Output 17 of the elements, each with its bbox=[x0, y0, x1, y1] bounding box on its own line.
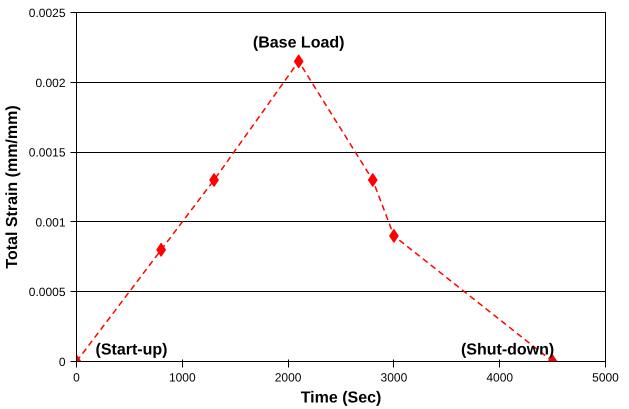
annotation: (Shut-down) bbox=[460, 342, 554, 358]
y-axis-title: Total Strain (mm/mm) bbox=[4, 105, 21, 269]
y-tick-label: 0.001 bbox=[35, 215, 66, 230]
x-tick-label: 3000 bbox=[380, 370, 408, 384]
x-tick-label: 0 bbox=[73, 370, 80, 384]
y-tick-label: 0.0025 bbox=[28, 6, 66, 20]
x-tick-label: 4000 bbox=[486, 370, 514, 384]
x-tick-label: 2000 bbox=[274, 370, 302, 384]
annotation: (Start-up) bbox=[96, 342, 168, 358]
x-tick-label: 1000 bbox=[168, 370, 196, 384]
annotation: (Base Load) bbox=[252, 34, 344, 52]
x-tick-label: 5000 bbox=[592, 370, 620, 384]
y-tick-label: 0.0005 bbox=[28, 285, 66, 300]
y-tick-label: 0 bbox=[58, 355, 66, 369]
y-tick-label: 0.0015 bbox=[28, 146, 66, 160]
x-axis-title: Time (Sec) bbox=[300, 390, 382, 406]
y-tick-label: 0.002 bbox=[35, 76, 66, 90]
